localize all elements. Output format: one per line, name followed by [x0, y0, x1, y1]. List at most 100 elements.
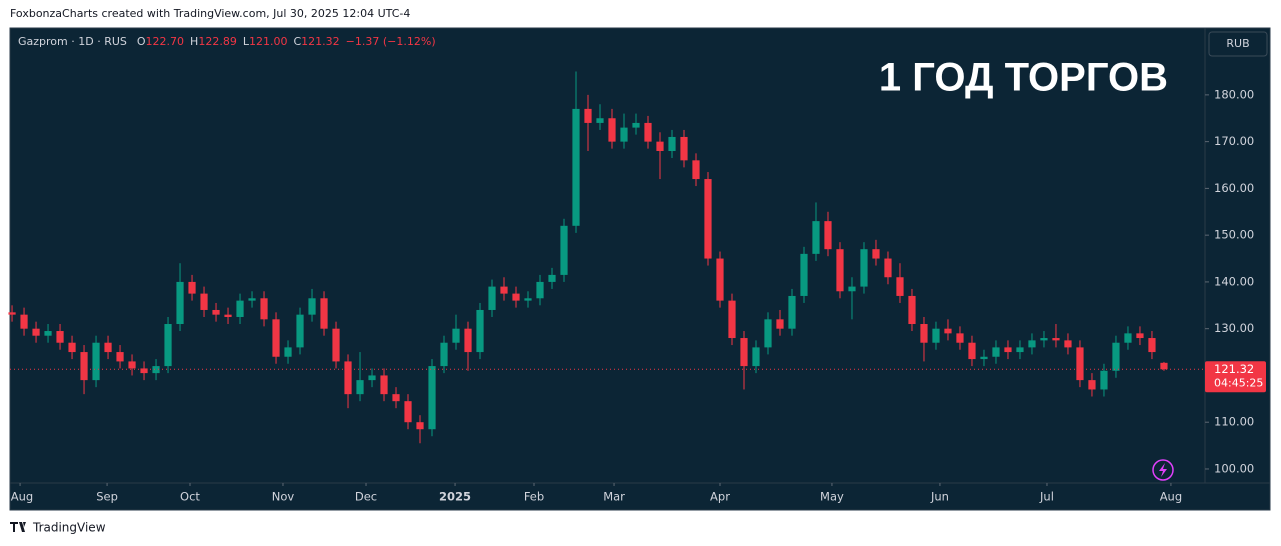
candle-body	[284, 347, 292, 357]
countdown: 04:45:25	[1214, 376, 1263, 389]
candle-body	[200, 293, 208, 310]
y-tick-label: 160.00	[1214, 181, 1254, 195]
currency-button[interactable]	[1208, 31, 1268, 57]
change: −1.37 (−1.12%)	[346, 35, 436, 48]
candle-body	[860, 249, 868, 287]
candle-body	[644, 122, 652, 142]
candle-body	[440, 342, 448, 367]
ohlc-value: 121.00	[249, 35, 288, 48]
x-tick-label: Mar	[603, 490, 625, 504]
candle-body	[464, 328, 472, 353]
candle-body	[1028, 340, 1036, 348]
candle-body	[56, 331, 64, 343]
x-tick-label: Oct	[180, 490, 200, 504]
y-tick-label: 110.00	[1214, 415, 1254, 429]
x-tick-label: 2025	[439, 490, 471, 504]
candle-body	[788, 295, 796, 329]
candle-body	[1004, 347, 1012, 353]
candle-body	[248, 298, 256, 301]
candle-body	[104, 342, 112, 353]
ohlc-value: 122.70	[146, 35, 185, 48]
candle-body	[656, 141, 664, 151]
candle-body	[980, 356, 988, 360]
x-tick-label: Sep	[96, 490, 118, 504]
x-tick-label: Feb	[524, 490, 544, 504]
candle-body	[776, 319, 784, 329]
candle-body	[428, 366, 436, 430]
candle-body	[836, 249, 844, 292]
currency[interactable]: RUB	[1226, 37, 1249, 50]
alert-bolt[interactable]	[1159, 463, 1167, 477]
legend: Gazprom · 1D · RUS O122.70 H122.89 L121.00 C…	[18, 35, 436, 48]
candle-body	[296, 314, 304, 348]
candle-body	[812, 221, 820, 254]
candle-body	[140, 368, 148, 374]
candle-body	[668, 136, 676, 151]
x-tick-label: May	[820, 490, 844, 504]
candle-body	[452, 328, 460, 343]
candle-body	[716, 258, 724, 301]
candle-body	[956, 333, 964, 343]
logo	[10, 522, 26, 532]
candle-body	[404, 401, 412, 423]
candle-body	[500, 286, 508, 294]
candle-body	[80, 352, 88, 381]
candle-body	[548, 274, 556, 282]
candle-body	[44, 331, 52, 336]
candle-body	[32, 328, 40, 336]
candle-body	[728, 300, 736, 339]
candle-body	[680, 136, 688, 161]
y-tick-label: 150.00	[1214, 228, 1254, 242]
candle-body	[476, 309, 484, 353]
candle-body	[1016, 347, 1024, 353]
candle-body	[620, 127, 628, 142]
y-tick-label: 170.00	[1214, 134, 1254, 148]
candle-body	[800, 253, 808, 296]
candle-body	[752, 347, 760, 367]
caption: FoxbonzaCharts created with TradingView.…	[10, 7, 410, 20]
candle-body	[560, 225, 568, 275]
x-tick-label: Aug	[1160, 490, 1182, 504]
candle-body	[368, 375, 376, 381]
candle-body	[692, 160, 700, 180]
candle-body	[572, 108, 580, 226]
candle-body	[992, 347, 1000, 357]
candle-body	[848, 286, 856, 292]
last-price-label: 121.32	[1214, 362, 1254, 376]
ohlc-key: O	[137, 35, 146, 48]
ohlc-value: 122.89	[198, 35, 237, 48]
y-tick-label: 130.00	[1214, 321, 1254, 335]
candle-body	[884, 258, 892, 278]
candle-body	[1148, 338, 1156, 353]
candle-body	[20, 314, 28, 329]
candle-body	[896, 277, 904, 296]
candle-body	[152, 366, 160, 374]
candle-body	[380, 375, 388, 395]
candle-body	[416, 422, 424, 430]
candle-body	[176, 281, 184, 325]
candle-body	[908, 295, 916, 325]
candle-body	[308, 298, 316, 315]
candle-body	[596, 118, 604, 123]
ohlc-key: L	[243, 35, 250, 48]
y-tick-label: 100.00	[1214, 461, 1254, 475]
symbol: Gazprom · 1D · RUS	[18, 35, 127, 48]
alert-icon[interactable]	[1152, 459, 1174, 481]
candle-body	[920, 324, 928, 343]
symbol-ohlc: Gazprom · 1D · RUS O122.70 H122.89 L121.00 C…	[18, 35, 436, 48]
brand: TradingView	[32, 521, 106, 535]
ohlc-value: 121.32	[301, 35, 340, 48]
candle-body	[1076, 347, 1084, 381]
ohlc-key: H	[190, 35, 198, 48]
candle-body	[392, 394, 400, 402]
x-tick-label: Jun	[930, 490, 949, 504]
candle-body	[944, 328, 952, 334]
candle-body	[1052, 338, 1060, 341]
candle-body	[272, 319, 280, 357]
candle-body	[704, 179, 712, 259]
candle-body	[260, 298, 268, 320]
candle-body	[824, 221, 832, 250]
candle-body	[1136, 333, 1144, 339]
